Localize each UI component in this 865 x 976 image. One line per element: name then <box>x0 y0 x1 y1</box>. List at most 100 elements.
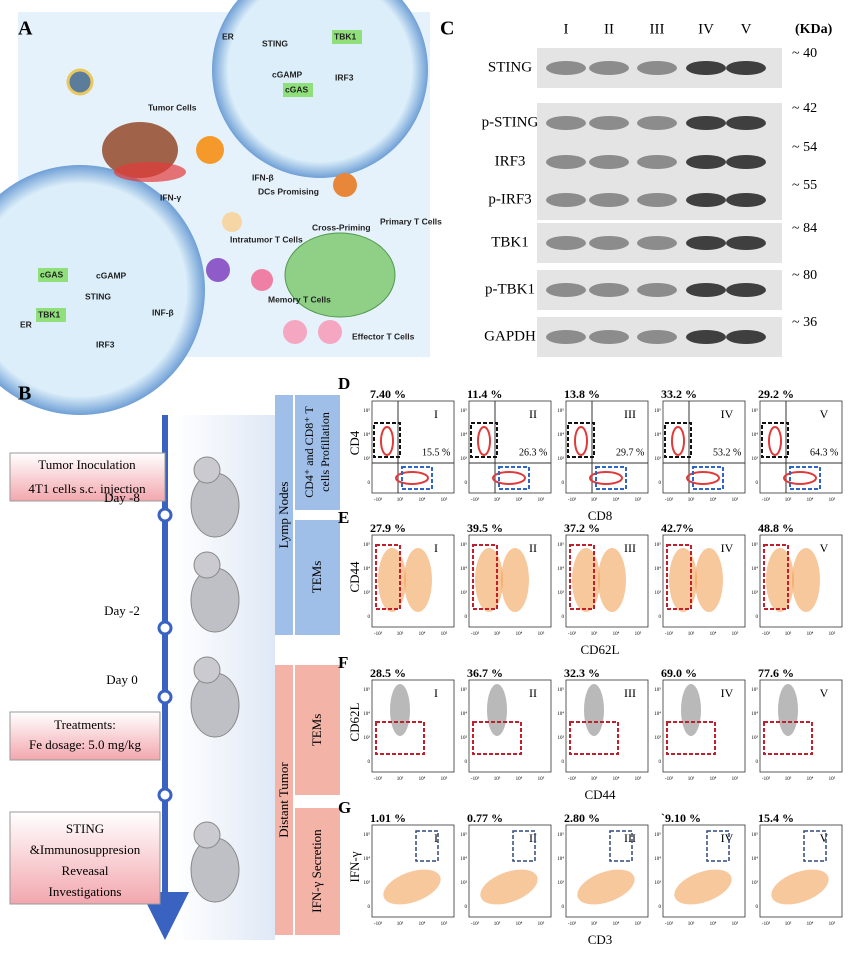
group-numeral: IV <box>721 541 734 555</box>
tick-label: 10⁴ <box>654 856 661 862</box>
protein-label: STING <box>488 59 532 75</box>
tick-label: -10³ <box>471 631 480 637</box>
tick-label: 10⁵ <box>441 497 448 503</box>
gate-percent: 69.0 % <box>661 666 697 680</box>
group-numeral: II <box>529 831 537 845</box>
kda-label: ~ 42 <box>792 101 817 116</box>
tick-label: 10⁵ <box>441 776 448 782</box>
tick-label: -10³ <box>374 631 383 637</box>
contour <box>669 548 697 612</box>
tick-label: 10⁵ <box>654 542 661 548</box>
contour <box>475 548 503 612</box>
band <box>546 193 586 207</box>
contour <box>695 548 723 612</box>
tick-label: 10³ <box>364 880 371 886</box>
contour <box>771 869 829 905</box>
tick-label: 10⁵ <box>829 631 836 637</box>
tick-label: -10³ <box>762 497 771 503</box>
contour <box>686 471 720 485</box>
band <box>637 330 677 344</box>
tick-label: 10³ <box>785 497 792 503</box>
cell <box>0 165 205 415</box>
tick-label: -10³ <box>374 497 383 503</box>
gate <box>803 830 827 862</box>
tick-label: 0 <box>465 905 468 910</box>
gate <box>472 544 498 610</box>
gate-percent: 39.5 % <box>467 521 503 535</box>
band <box>726 283 766 297</box>
plot-frame <box>468 400 552 494</box>
tick-label: 10³ <box>494 497 501 503</box>
gate <box>664 422 692 458</box>
tick-label: 10³ <box>558 590 565 596</box>
tick-label: 10⁴ <box>557 432 564 438</box>
axis-label: CD8 <box>588 508 613 523</box>
panel-letter: E <box>338 508 349 527</box>
gate-percent: 13.8 % <box>564 387 600 401</box>
t-cell <box>206 258 230 282</box>
band <box>546 330 586 344</box>
tick-label: 10³ <box>397 776 404 782</box>
band <box>637 155 677 169</box>
gate-percent: 64.3 % <box>810 447 838 458</box>
label: STING <box>66 821 104 836</box>
band <box>637 116 677 130</box>
band <box>637 236 677 250</box>
label: Tumor Inoculation <box>38 457 136 472</box>
group-numeral: I <box>434 686 438 700</box>
tick-label: 10⁴ <box>710 776 717 782</box>
kda-label: ~ 40 <box>792 46 817 61</box>
tick-label: 0 <box>659 481 662 486</box>
tick-label: 10³ <box>494 776 501 782</box>
label: DCs Promising <box>258 186 319 196</box>
axis-label: CD62L <box>581 642 620 657</box>
axis-label: CD44 <box>584 787 616 802</box>
gate <box>761 422 789 458</box>
plot-frame <box>759 534 843 628</box>
group-numeral: I <box>434 541 438 555</box>
side-bar <box>295 808 340 935</box>
protein-label: p-STING <box>482 114 539 130</box>
label: IRF3 <box>96 339 115 349</box>
tick-label: 10⁵ <box>557 408 564 414</box>
gate <box>569 544 595 610</box>
group-numeral: I <box>434 831 438 845</box>
contour <box>768 426 782 456</box>
tick-label: 10⁵ <box>732 776 739 782</box>
gate <box>609 830 633 862</box>
contour <box>390 684 410 736</box>
contour <box>778 684 798 736</box>
kda-label: ~ 55 <box>792 178 817 193</box>
gate-percent: 29.2 % <box>758 387 794 401</box>
timeline-node <box>157 620 173 636</box>
tick-label: 10⁴ <box>807 921 814 927</box>
label: IFN-γ <box>160 192 182 202</box>
tick-label: -10³ <box>374 776 383 782</box>
mouse-head <box>193 456 221 484</box>
label: cGAMP <box>272 69 303 79</box>
tick-label: 10³ <box>461 590 468 596</box>
unit: (KDa) <box>795 22 833 37</box>
band <box>637 61 677 75</box>
tick-label: 10⁴ <box>419 497 426 503</box>
label: Reveasal <box>62 863 109 878</box>
gate <box>763 721 813 755</box>
tick-label: 10³ <box>558 880 565 886</box>
label: Primary T Cells <box>380 216 442 226</box>
t-cell <box>222 212 242 232</box>
tick-label: -10³ <box>471 776 480 782</box>
band <box>589 61 629 75</box>
mouse <box>190 837 240 903</box>
band <box>726 116 766 130</box>
label: Intratumor T Cells <box>230 234 303 244</box>
group-numeral: III <box>624 407 636 421</box>
panel-letter: G <box>338 798 351 817</box>
lane-label: III <box>650 21 665 37</box>
tick-label: 10³ <box>688 631 695 637</box>
plot-frame <box>662 534 746 628</box>
band <box>686 283 726 297</box>
tick-label: 10⁵ <box>363 687 370 693</box>
contour <box>671 426 685 456</box>
tick-label: 10⁴ <box>613 776 620 782</box>
